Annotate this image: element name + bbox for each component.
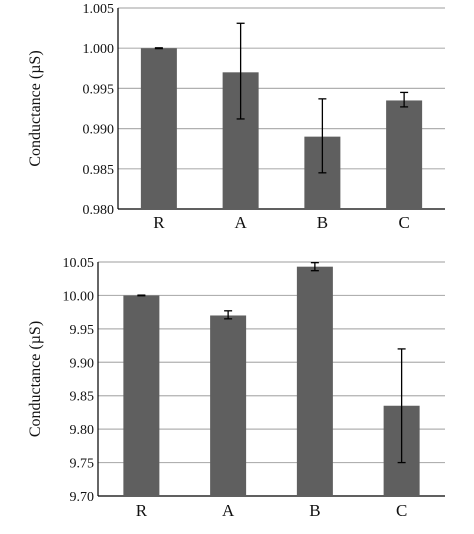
bottom-ytick-label: 9.80 [70, 423, 95, 438]
bottom-errorbar-b [310, 262, 319, 272]
top-errorbar-b [318, 98, 327, 174]
top-xtick-label-b: B [317, 213, 328, 232]
top-ytick-label: 0.990 [83, 123, 115, 138]
bottom-chart: 9.70 9.75 9.80 9.85 9.90 9.95 10.00 10.05 R A B C Co… [27, 256, 445, 520]
bottom-y-axis-title: Conductance (µS) [27, 321, 44, 437]
bottom-ytick-label: 9.75 [70, 457, 95, 472]
top-bar-c [386, 100, 423, 209]
top-ytick-label: 0.995 [83, 82, 115, 97]
top-ytick-label: 0.985 [83, 163, 115, 178]
top-bar-r [140, 48, 177, 210]
bottom-ytick-label: 9.90 [70, 356, 95, 371]
bottom-xtick-label-c: C [396, 501, 407, 520]
top-errorbar-a [236, 22, 245, 120]
top-errorbar-c [400, 91, 409, 108]
top-ytick-label: 1.000 [83, 42, 115, 57]
bottom-xtick-label-r: R [136, 501, 148, 520]
bottom-ytick-label: 9.95 [70, 323, 95, 338]
bottom-bar-a [210, 315, 247, 496]
top-errorbar-r [154, 47, 163, 50]
bottom-ytick-label: 10.00 [63, 289, 95, 304]
bottom-ytick-label: 9.85 [70, 390, 95, 405]
bottom-errorbar-a [224, 310, 233, 320]
bottom-bar-r [123, 295, 160, 496]
top-chart: 0.980 0.985 0.990 0.995 1.000 1.005 R A B C Conduc… [27, 2, 445, 232]
top-ytick-label: 0.980 [83, 203, 115, 218]
bottom-bar-b [296, 266, 333, 496]
top-y-axis-title: Conductance (µS) [27, 50, 44, 166]
bottom-xtick-label-b: B [309, 501, 320, 520]
bottom-errorbar-c [397, 348, 406, 464]
top-ytick-label: 1.005 [83, 2, 115, 17]
bottom-errorbar-r [137, 294, 146, 297]
top-xtick-label-r: R [153, 213, 165, 232]
bottom-ytick-label: 9.70 [70, 490, 95, 505]
top-xtick-label-c: C [398, 213, 409, 232]
bottom-ytick-label: 10.05 [63, 256, 95, 271]
top-xtick-label-a: A [234, 213, 247, 232]
bottom-xtick-label-a: A [222, 501, 235, 520]
